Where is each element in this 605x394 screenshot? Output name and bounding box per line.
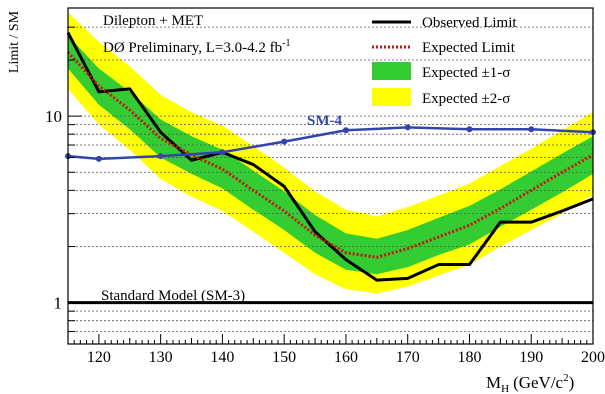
plot-frame bbox=[67, 7, 594, 345]
sm4-marker bbox=[219, 149, 226, 156]
x-tick-label: 180 bbox=[457, 349, 481, 366]
x-tick-label: 150 bbox=[272, 349, 296, 366]
legend-label-sigma1: Expected ±1-σ bbox=[422, 65, 510, 81]
sm4-marker bbox=[95, 155, 102, 162]
legend-label-expected: Expected Limit bbox=[422, 40, 516, 56]
legend: Observed Limit Expected Limit Expected ±… bbox=[372, 15, 517, 107]
legend-label-sigma2: Expected ±2-σ bbox=[422, 91, 510, 107]
sm4-line bbox=[67, 126, 594, 161]
x-axis-label: MH (GeV/c2) bbox=[486, 372, 574, 394]
series-lines bbox=[65, 32, 596, 305]
sm4-marker bbox=[528, 126, 535, 133]
x-tick-label: 130 bbox=[149, 349, 173, 366]
band-sigma1 bbox=[68, 35, 593, 275]
annotation-line1: Dilepton + MET bbox=[103, 13, 203, 29]
sm3-label: Standard Model (SM-3) bbox=[101, 288, 245, 304]
y-tick-label: 10 bbox=[45, 107, 62, 126]
sm4-marker bbox=[466, 126, 473, 133]
legend-swatch-sigma1 bbox=[372, 62, 411, 80]
x-tick-label: 200 bbox=[581, 349, 605, 366]
x-tick-label: 140 bbox=[210, 349, 234, 366]
sm4-marker bbox=[157, 153, 164, 160]
axis-ticks: 120 130 140 150 160 170 180 190 200 1 10 bbox=[45, 26, 605, 366]
sm4-marker bbox=[404, 124, 411, 131]
y-axis-label: Limit / SM bbox=[7, 10, 22, 73]
annotation-line2: DØ Preliminary, L=3.0-4.2 fb-1 bbox=[103, 38, 290, 56]
x-tick-label: 190 bbox=[519, 349, 543, 366]
sm4-marker bbox=[281, 138, 288, 145]
x-tick-label: 120 bbox=[87, 349, 111, 366]
x-tick-label: 170 bbox=[396, 349, 420, 366]
y-tick-label: 1 bbox=[54, 294, 63, 313]
sm4-marker bbox=[342, 127, 349, 134]
expected-bands bbox=[68, 12, 593, 294]
sm4-label: SM-4 bbox=[307, 113, 342, 129]
legend-label-observed: Observed Limit bbox=[422, 15, 517, 31]
legend-swatch-sigma2 bbox=[372, 88, 411, 106]
x-tick-label: 160 bbox=[334, 349, 358, 366]
